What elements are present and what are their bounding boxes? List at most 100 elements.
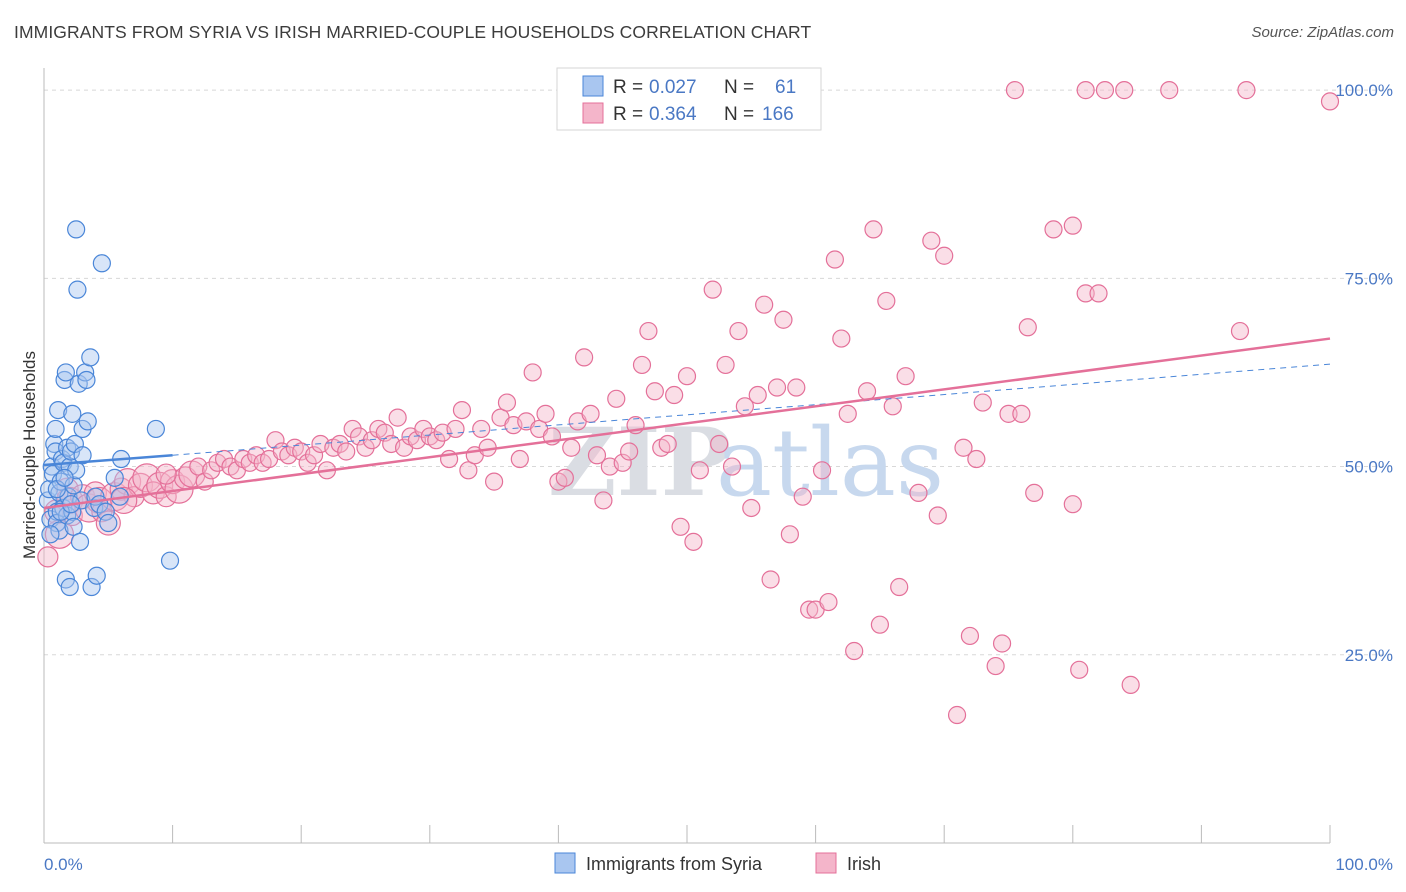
legend-n-label-irish: N =	[724, 104, 754, 125]
irish-point	[1063, 216, 1082, 235]
irish-point	[587, 446, 607, 465]
syria-point	[96, 502, 115, 521]
irish-point	[703, 280, 722, 299]
irish-point	[665, 385, 684, 405]
irish-point	[819, 592, 838, 612]
irish-point	[658, 434, 677, 454]
irish-point	[928, 506, 947, 525]
irish-point	[1005, 81, 1025, 100]
syria-point	[92, 254, 111, 273]
irish-point	[639, 321, 658, 341]
chart-title: IMMIGRANTS FROM SYRIA VS IRISH MARRIED-C…	[14, 22, 812, 42]
irish-point	[472, 419, 491, 439]
y-tick-label-1: 50.0%	[1345, 458, 1393, 477]
irish-point	[1115, 81, 1134, 100]
irish-point	[1025, 483, 1044, 503]
irish-point	[594, 491, 613, 510]
syria-point	[41, 525, 60, 544]
irish-point	[973, 393, 992, 412]
irish-point	[780, 525, 799, 544]
irish-point	[202, 461, 221, 480]
irish-point	[536, 404, 555, 423]
watermark-zip: ZIP	[548, 408, 731, 518]
irish-point	[684, 532, 703, 551]
irish-point	[1089, 284, 1108, 303]
legend-r-label-syria: R =	[613, 77, 643, 98]
irish-point	[575, 348, 594, 367]
series-irish-points	[37, 81, 1340, 725]
legend-r-value-irish: 0.364	[649, 104, 697, 125]
syria-point	[67, 220, 86, 239]
irish-point	[1320, 92, 1340, 111]
irish-point	[1095, 81, 1115, 100]
irish-point	[947, 705, 967, 725]
trend-lines	[43, 337, 1331, 510]
syria-point	[82, 577, 101, 597]
irish-point	[909, 483, 928, 503]
trend-irish	[43, 337, 1331, 510]
irish-point	[1237, 81, 1256, 100]
irish-point	[645, 382, 664, 401]
irish-point	[1044, 220, 1063, 239]
irish-point	[446, 419, 465, 439]
bottom-legend-label-irish: Irish	[847, 854, 881, 874]
tick-labels: 25.0% 50.0% 75.0% 100.0% 0.0% 100.0%	[44, 81, 1393, 874]
irish-point	[870, 615, 890, 634]
bottom-legend: Immigrants from Syria Irish	[554, 852, 881, 874]
irish-point	[787, 378, 806, 397]
syria-point	[42, 457, 61, 476]
irish-point	[304, 446, 324, 465]
legend-n-value-syria: 61	[775, 77, 796, 98]
irish-point	[37, 546, 59, 568]
grid-lines	[44, 89, 1392, 656]
irish-point	[838, 404, 857, 423]
legend-n-label-syria: N =	[724, 77, 754, 98]
syria-point	[60, 577, 79, 597]
irish-point	[497, 393, 517, 412]
irish-point	[330, 434, 349, 454]
irish-point	[298, 453, 317, 472]
irish-point	[620, 442, 639, 461]
irish-point	[613, 453, 632, 472]
trend-syria-solid	[43, 454, 173, 467]
axes	[43, 68, 1331, 844]
irish-point	[755, 295, 774, 314]
irish-point	[992, 634, 1012, 653]
irish-point	[690, 461, 709, 480]
irish-point	[1076, 81, 1095, 100]
irish-point	[812, 461, 832, 480]
irish-point	[896, 367, 915, 386]
irish-point	[337, 442, 356, 461]
irish-point	[729, 321, 748, 341]
syria-point	[81, 348, 100, 367]
syria-point	[63, 404, 82, 423]
irish-point	[857, 382, 877, 401]
irish-point	[581, 404, 600, 423]
irish-point	[954, 438, 973, 457]
irish-point	[414, 419, 433, 439]
legend-r-value-syria: 0.027	[649, 77, 697, 98]
irish-point	[214, 449, 234, 469]
irish-point	[710, 434, 729, 454]
irish-point	[967, 449, 986, 469]
irish-point	[935, 246, 954, 265]
irish-point	[748, 385, 767, 405]
irish-point	[1018, 318, 1037, 337]
bottom-legend-label-syria: Immigrants from Syria	[586, 854, 763, 874]
syria-point	[68, 280, 87, 299]
syria-point	[56, 363, 75, 382]
irish-point	[459, 461, 478, 480]
irish-point	[800, 600, 819, 619]
irish-point	[832, 329, 851, 348]
irish-point	[607, 389, 626, 408]
irish-point	[1160, 81, 1179, 100]
series-syria-points	[38, 220, 180, 597]
irish-point	[110, 486, 138, 515]
irish-point	[825, 250, 844, 269]
irish-point	[427, 431, 446, 450]
y-axis-label: Married-couple Households	[20, 351, 39, 559]
x-tick-label-1: 100.0%	[1335, 855, 1393, 874]
syria-point	[105, 468, 124, 487]
irish-point	[890, 577, 909, 597]
